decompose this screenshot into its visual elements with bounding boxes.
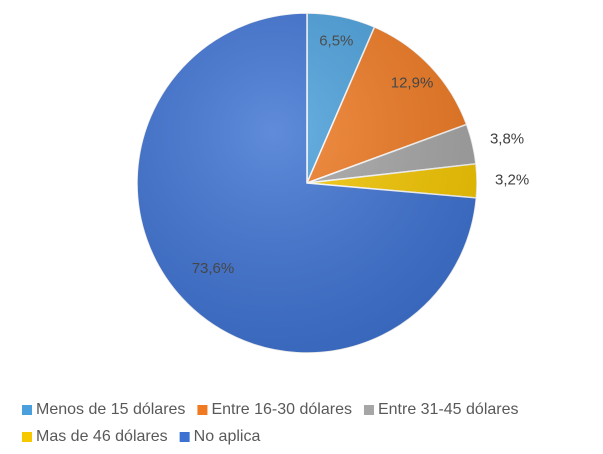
legend-swatch xyxy=(197,405,208,415)
data-label: 3,8% xyxy=(490,131,524,148)
legend-label: Entre 31-45 dólares xyxy=(378,401,519,418)
legend-label: Menos de 15 dólares xyxy=(36,401,185,418)
legend-label: No aplica xyxy=(194,428,261,445)
legend-label: Entre 16-30 dólares xyxy=(211,401,352,418)
legend-swatch xyxy=(179,432,190,442)
legend-swatch xyxy=(363,405,374,415)
data-label: 3,2% xyxy=(495,172,529,189)
legend-label: Mas de 46 dólares xyxy=(36,428,168,445)
legend-swatch xyxy=(22,405,32,415)
data-label: 73,6% xyxy=(192,260,235,277)
data-label: 12,9% xyxy=(391,75,434,92)
data-label: 6,5% xyxy=(319,32,353,49)
legend-swatch xyxy=(22,432,32,442)
